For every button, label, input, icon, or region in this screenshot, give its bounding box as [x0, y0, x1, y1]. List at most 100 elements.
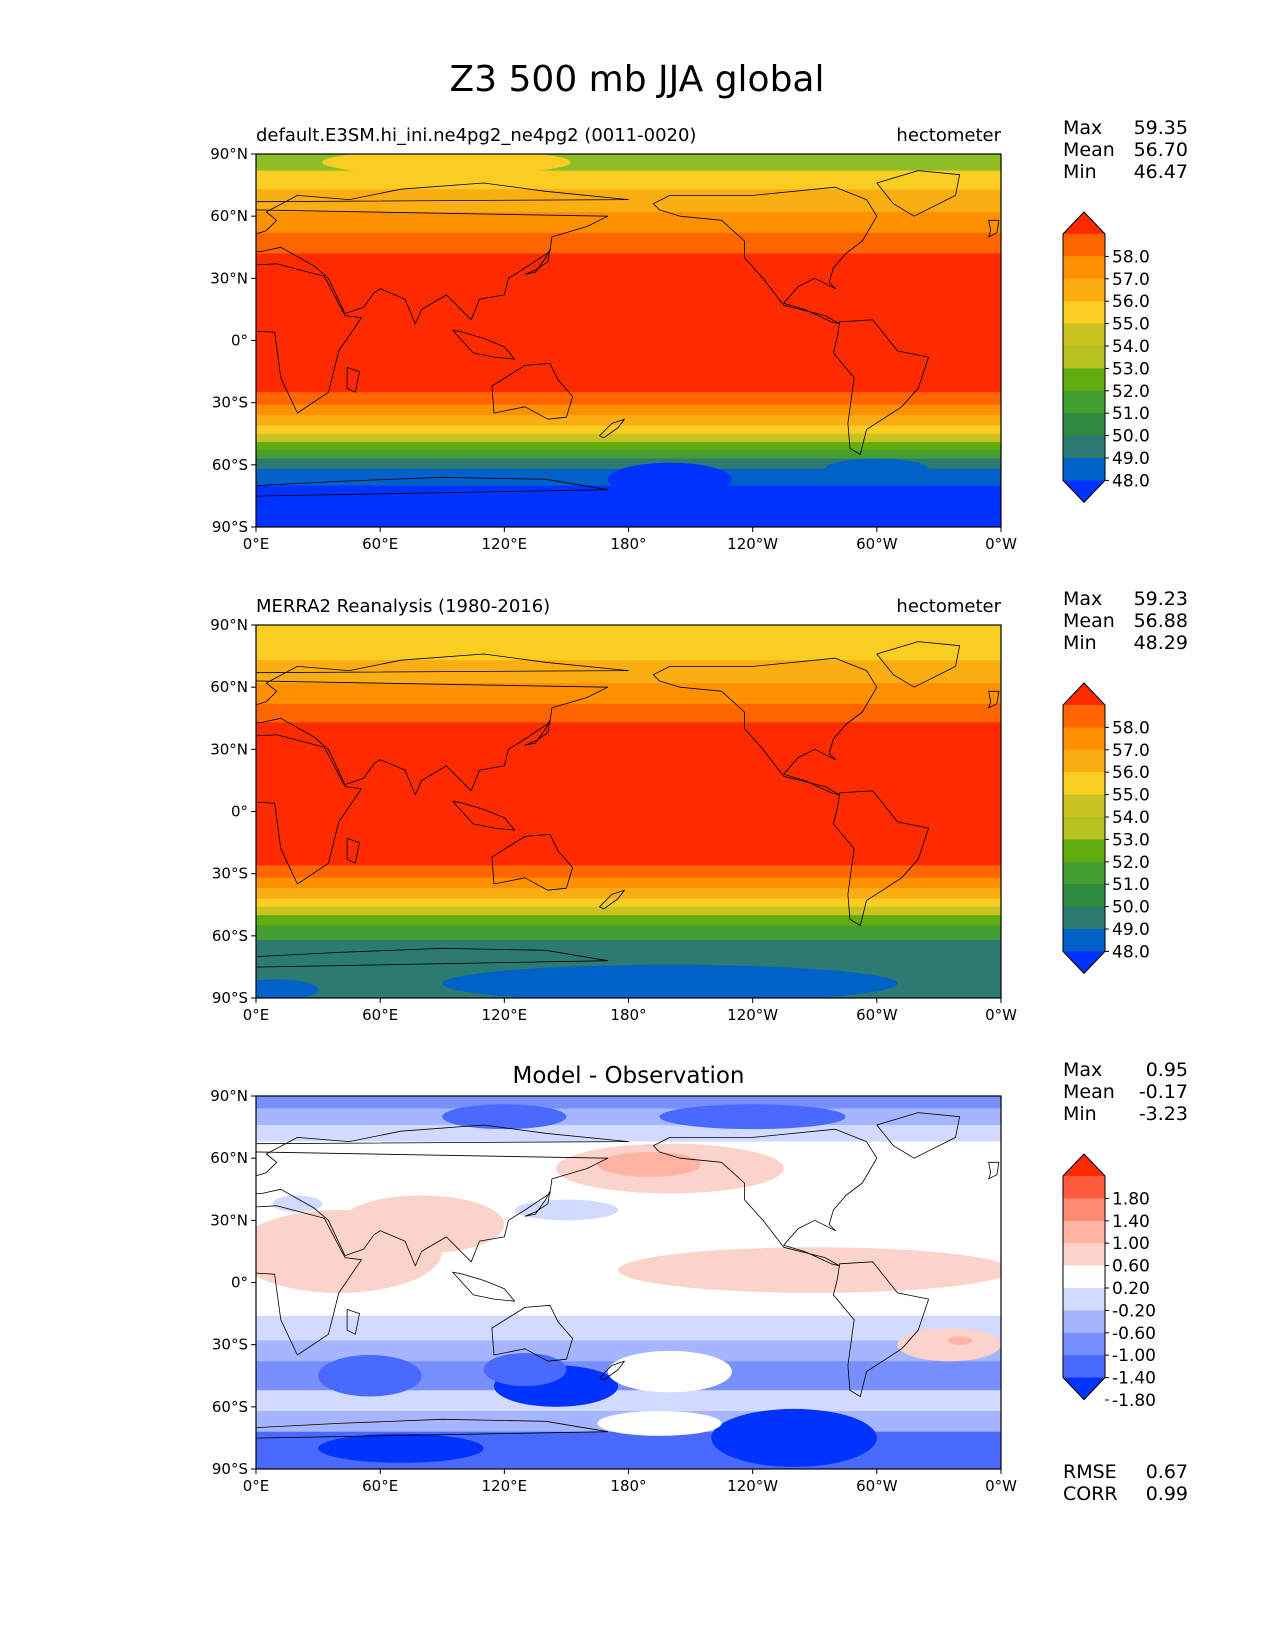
- contour-band: [256, 722, 1001, 866]
- y-tick-label: 60°S: [212, 456, 248, 474]
- stat-label: Max: [1063, 588, 1102, 610]
- coastline-madagascar: [346, 1309, 360, 1335]
- contour-band: [256, 433, 1001, 443]
- colorbar-label: 57.0: [1112, 741, 1150, 761]
- x-tick-label: 120°W: [727, 1006, 778, 1024]
- contour-band: [256, 212, 1001, 234]
- colorbar-label: 52.0: [1112, 382, 1150, 402]
- colorbar-label: -1.80: [1112, 1391, 1156, 1411]
- contour-blob: [618, 1247, 1001, 1293]
- colorbar-label: 53.0: [1112, 830, 1150, 850]
- y-tick-label: 0°: [231, 803, 248, 821]
- x-tick-label: 120°W: [727, 535, 778, 553]
- stat-label: Min: [1063, 161, 1097, 183]
- contour-band: [256, 450, 1001, 460]
- x-tick-label: 0°E: [243, 535, 270, 553]
- stat-label: Mean: [1063, 610, 1115, 632]
- colorbar-extend-max: [1063, 683, 1105, 705]
- coastline-madagascar: [346, 367, 360, 393]
- contour-band: [256, 415, 1001, 426]
- stat-label: Mean: [1063, 1081, 1115, 1103]
- contour-blob: [272, 1195, 323, 1213]
- coastline-japan: [524, 1190, 551, 1217]
- contour-band: [256, 170, 1001, 190]
- stat-label: Max: [1063, 1059, 1102, 1081]
- x-tick-label: 0°E: [243, 1006, 270, 1024]
- coastline-antarctica: [256, 947, 609, 998]
- colorbar-label: 56.0: [1112, 763, 1150, 783]
- y-tick-label: 60°N: [210, 1149, 248, 1167]
- coastline-europe-asia: [256, 1124, 629, 1267]
- contour-blob: [318, 1355, 422, 1397]
- contour-band: [256, 425, 1001, 435]
- contour-band: [256, 1390, 1001, 1412]
- contour-field: [256, 625, 1001, 998]
- colorbar-label: 51.0: [1112, 404, 1150, 424]
- contour-band: [256, 915, 1001, 926]
- colorbar-cell: [1063, 749, 1105, 773]
- coastline-africa: [256, 1205, 362, 1356]
- colorbar-cell: [1063, 772, 1105, 796]
- coastline-south-america: [833, 1261, 929, 1397]
- colorbar-label: 1.80: [1112, 1189, 1150, 1209]
- contour-band: [256, 253, 1001, 393]
- stat-label: Max: [1063, 117, 1102, 139]
- stat-label: Mean: [1063, 139, 1115, 161]
- colorbar-label: -0.60: [1112, 1324, 1156, 1344]
- colorbar-extend-max: [1063, 212, 1105, 234]
- colorbar-label: 48.0: [1112, 471, 1150, 491]
- contour-band: [256, 189, 1001, 213]
- colorbar-label: 50.0: [1112, 898, 1150, 918]
- colorbar-cell: [1063, 1332, 1105, 1356]
- contour-blob: [947, 1336, 973, 1345]
- stat-label: Min: [1063, 632, 1097, 654]
- stat-label: RMSE: [1063, 1461, 1117, 1483]
- coastline-indonesia: [452, 329, 516, 360]
- coastline-indonesia: [452, 800, 516, 831]
- x-tick-label: 120°E: [482, 1006, 528, 1024]
- y-tick-label: 60°S: [212, 1398, 248, 1416]
- colorbar-cell: [1063, 929, 1105, 952]
- contour-band: [256, 442, 1001, 451]
- coastline-greenland: [876, 170, 960, 217]
- y-tick-label: 90°N: [210, 1087, 248, 1105]
- coastline-africa: [256, 263, 362, 414]
- colorbar-label: -1.40: [1112, 1369, 1156, 1389]
- y-tick-label: 60°S: [212, 927, 248, 945]
- coastline-greenland: [876, 641, 960, 688]
- stat-value: -3.23: [1139, 1103, 1188, 1125]
- colorbar-cell: [1063, 458, 1105, 481]
- colorbar-cell: [1063, 839, 1105, 863]
- colorbar-extend-max: [1063, 1154, 1105, 1176]
- coastline-north-america: [652, 657, 878, 796]
- coastlines: [256, 641, 1001, 998]
- contour-band: [256, 925, 1001, 941]
- contour-blob: [338, 1195, 505, 1254]
- colorbar-cell: [1063, 861, 1105, 885]
- coastlines: [256, 1112, 1001, 1469]
- stat-value: -0.17: [1139, 1081, 1188, 1103]
- colorbar-extend-min: [1063, 951, 1105, 974]
- map-panel-test: 0°E 60°E 120°E 180° 120°W 60°W 0°W 90°N 60°N 30°N…: [210, 117, 1188, 553]
- x-tick-label: 60°E: [362, 1006, 398, 1024]
- y-tick-label: 90°S: [212, 989, 248, 1007]
- colorbar-label: 55.0: [1112, 786, 1150, 806]
- colorbar-label: 57.0: [1112, 270, 1150, 290]
- x-tick-label: 60°W: [856, 535, 898, 553]
- stat-value: 56.70: [1134, 139, 1188, 161]
- x-tick-label: 0°W: [985, 1006, 1017, 1024]
- contour-band: [256, 1315, 1001, 1342]
- colorbar-label: 58.0: [1112, 718, 1150, 738]
- colorbar-cell: [1063, 1355, 1105, 1379]
- coastline-south-america: [833, 790, 929, 926]
- contour-band: [256, 625, 1001, 661]
- contour-blob: [825, 458, 929, 480]
- coastline-south-america: [833, 319, 929, 455]
- colorbar-label: 49.0: [1112, 920, 1150, 940]
- coastline-greenland: [876, 1112, 960, 1159]
- colorbar-label: 51.0: [1112, 875, 1150, 895]
- colorbar-cell: [1063, 705, 1105, 728]
- y-tick-label: 90°S: [212, 518, 248, 536]
- y-tick-label: 60°N: [210, 207, 248, 225]
